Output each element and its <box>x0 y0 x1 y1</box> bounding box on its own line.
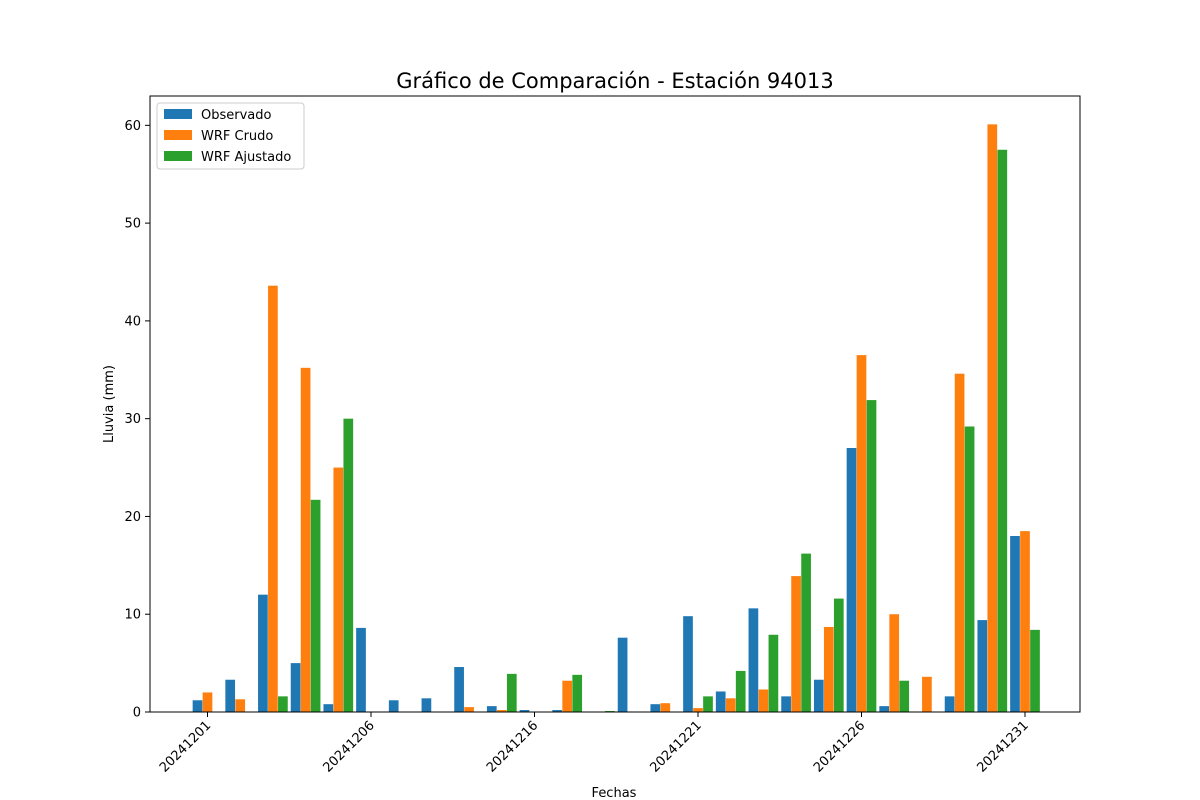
bar-wrf-crudo-20241205 <box>333 467 344 712</box>
bar-observado-20241231 <box>1010 536 1020 712</box>
bar-wrf-ajustado-20241229 <box>964 426 975 712</box>
bar-observado-20241222 <box>715 691 726 712</box>
y-axis: 0 10 20 30 40 50 60 <box>124 119 150 721</box>
bar-observado-20241210 <box>486 706 497 712</box>
bar-wrf-ajustado-20241221 <box>703 696 713 712</box>
legend: Observado WRF Crudo WRF Ajustado <box>156 102 305 170</box>
bar-observado-20241226 <box>846 448 857 712</box>
bar-observado-20241209 <box>454 667 464 712</box>
bar-wrf-crudo-20241227 <box>889 614 900 712</box>
x-tick-label-20241216: 20241216 <box>484 718 541 775</box>
bar-observado-20241223 <box>748 608 759 712</box>
y-tick-label-60: 60 <box>124 119 141 134</box>
bar-wrf-ajustado-20241222 <box>735 670 746 712</box>
bar-observado-20241207 <box>388 700 399 712</box>
bar-wrf-ajustado-20241231 <box>1030 629 1040 712</box>
bar-observado-20241204 <box>290 663 301 712</box>
bar-wrf-crudo-20241222 <box>725 698 736 712</box>
bar-wrf-ajustado-20241230 <box>997 149 1008 712</box>
legend-swatch-wrf-crudo <box>164 130 192 140</box>
y-tick-label-20: 20 <box>124 510 141 525</box>
bar-observado-20241219 <box>617 637 628 712</box>
y-tick-label-50: 50 <box>124 217 141 232</box>
bar-wrf-ajustado-20241225 <box>833 598 844 712</box>
bar-wrf-crudo-20241223 <box>758 689 769 712</box>
bar-wrf-ajustado-20241203 <box>278 696 288 712</box>
bar-wrf-ajustado-20241223 <box>768 634 779 712</box>
bar-observado-20241220 <box>650 704 661 712</box>
bar-wrf-crudo-20241226 <box>856 355 867 712</box>
bar-observado-20241227 <box>879 706 890 712</box>
x-axis-label: Fechas <box>592 786 637 800</box>
x-tick-label-20241231: 20241231 <box>974 718 1031 775</box>
bar-wrf-crudo-20241204 <box>300 367 311 712</box>
bar-observado-20241230 <box>977 620 988 712</box>
bar-observado-20241216 <box>519 710 530 712</box>
bar-wrf-crudo-20241231 <box>1020 531 1030 712</box>
bar-wrf-crudo-20241209 <box>464 707 474 712</box>
bar-observado-20241201 <box>192 700 203 712</box>
bar-wrf-ajustado-20241224 <box>801 553 811 712</box>
bar-observado-20241224 <box>781 696 791 712</box>
plot-frame <box>149 95 1081 713</box>
bar-wrf-crudo-20241201 <box>202 692 213 712</box>
chart-title: Gráfico de Comparación - Estación 94013 <box>396 69 833 93</box>
bar-wrf-crudo-20241224 <box>791 576 801 712</box>
x-tick-label-20241201: 20241201 <box>157 718 214 775</box>
x-axis: 20241201 20241206 20241216 20241221 20241226… <box>157 712 1032 776</box>
bar-wrf-crudo-20241230 <box>987 124 998 713</box>
bar-wrf-crudo-20241210 <box>496 710 507 712</box>
legend-swatch-observado <box>164 109 192 119</box>
bar-wrf-crudo-20241229 <box>954 373 965 712</box>
y-tick-label-0: 0 <box>133 706 141 721</box>
bar-wrf-ajustado-20241227 <box>899 680 910 712</box>
bar-wrf-crudo-20241225 <box>823 626 834 712</box>
x-tick-label-20241221: 20241221 <box>647 718 704 775</box>
bar-observado-20241206 <box>356 627 366 712</box>
y-axis-label: Lluvia (mm) <box>102 365 117 443</box>
legend-label-wrf-crudo: WRF Crudo <box>201 129 273 144</box>
bar-observado-20241221 <box>683 616 693 712</box>
bar-wrf-crudo-20241203 <box>268 285 278 712</box>
bar-observado-20241202 <box>225 679 236 712</box>
legend-frame <box>156 102 305 170</box>
bar-wrf-crudo-20241202 <box>235 699 246 712</box>
bar-observado-20241208 <box>421 698 432 712</box>
bar-observado-20241217 <box>552 710 563 712</box>
x-tick-label-20241206: 20241206 <box>320 718 377 775</box>
bar-wrf-ajustado-20241226 <box>866 400 877 712</box>
legend-label-wrf-ajustado: WRF Ajustado <box>201 150 291 165</box>
legend-label-observado: Observado <box>201 108 272 123</box>
legend-swatch-wrf-ajustado <box>164 151 192 161</box>
bar-wrf-ajustado-20241210 <box>506 673 517 712</box>
bar-wrf-ajustado-20241217 <box>572 674 583 712</box>
bars-group <box>192 124 1040 713</box>
y-tick-label-30: 30 <box>124 412 141 427</box>
y-tick-label-40: 40 <box>124 314 141 329</box>
bar-wrf-crudo-20241228 <box>922 676 932 712</box>
bar-wrf-crudo-20241221 <box>693 708 703 712</box>
bar-observado-20241205 <box>323 704 334 712</box>
x-tick-label-20241226: 20241226 <box>811 718 868 775</box>
bar-wrf-ajustado-20241205 <box>343 418 354 712</box>
bar-wrf-crudo-20241220 <box>660 703 671 712</box>
y-tick-label-10: 10 <box>124 608 141 623</box>
bar-wrf-crudo-20241217 <box>562 680 573 712</box>
bar-observado-20241225 <box>813 679 824 712</box>
bar-observado-20241203 <box>258 594 268 712</box>
bar-observado-20241229 <box>944 696 955 712</box>
bar-wrf-ajustado-20241204 <box>310 499 321 712</box>
